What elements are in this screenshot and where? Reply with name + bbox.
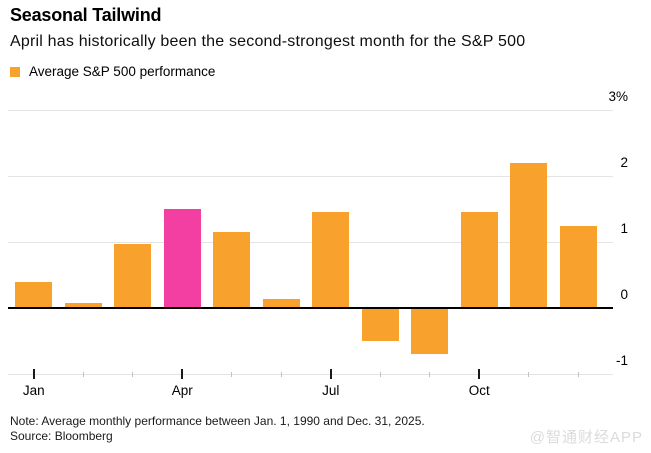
bar-nov (510, 162, 548, 308)
chart-note: Note: Average monthly performance betwee… (10, 414, 425, 428)
y-axis-label-0: 0 (620, 287, 628, 302)
x-axis-label-jul: Jul (322, 383, 340, 398)
bar-feb (64, 303, 102, 308)
x-tick-major-oct (478, 369, 481, 379)
x-tick-minor-dec (577, 372, 579, 377)
gridline-1 (8, 242, 613, 243)
x-tick-minor-mar (132, 372, 134, 377)
x-tick-minor-feb (82, 372, 84, 377)
chart-source: Source: Bloomberg (10, 429, 113, 443)
bar-dec (559, 225, 597, 308)
bar-chart-plot: 3% 2 1 0 -1 Jan Apr Jul Oct (0, 89, 651, 405)
bar-apr (163, 209, 201, 308)
y-axis-label-2: 2 (620, 155, 628, 170)
x-tick-minor-sep (429, 372, 431, 377)
gridline-2 (8, 176, 613, 177)
y-axis-label-3%: 3% (608, 89, 628, 104)
bar-sep (411, 308, 449, 355)
x-tick-minor-may (231, 372, 233, 377)
legend: Average S&P 500 performance (10, 64, 215, 79)
chart-title: Seasonal Tailwind (10, 5, 162, 25)
bar-jun (262, 298, 300, 308)
bar-may (213, 232, 251, 308)
watermark: @智通财经APP (529, 429, 643, 446)
bar-oct (460, 212, 498, 308)
gridline-3% (8, 110, 613, 111)
x-tick-major-jan (32, 369, 35, 379)
x-axis-label-apr: Apr (171, 383, 193, 398)
x-tick-minor-nov (528, 372, 530, 377)
bar-jul (312, 212, 350, 308)
y-axis-label-1: 1 (620, 221, 628, 236)
bar-aug (361, 308, 399, 341)
x-axis-label-jan: Jan (22, 383, 45, 398)
bar-mar (114, 243, 152, 308)
gridline--1 (8, 374, 613, 375)
x-tick-major-apr (181, 369, 184, 379)
legend-label: Average S&P 500 performance (29, 64, 216, 79)
x-tick-major-jul (329, 369, 332, 379)
chart-subtitle: April has historically been the second-s… (10, 33, 526, 50)
x-tick-minor-jun (280, 372, 282, 377)
y-axis-label--1: -1 (615, 353, 628, 368)
legend-swatch-icon (10, 66, 20, 77)
x-tick-minor-aug (379, 372, 381, 377)
bar-jan (15, 281, 53, 308)
zero-line (8, 307, 613, 309)
x-axis-label-oct: Oct (468, 383, 490, 398)
